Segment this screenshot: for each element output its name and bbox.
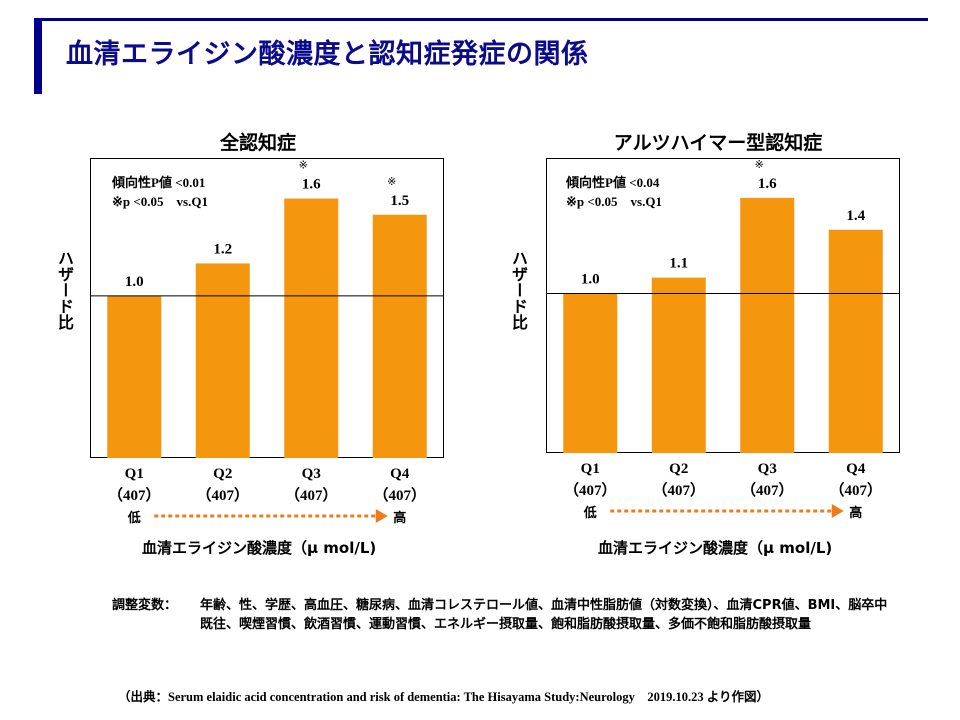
plot-area-right [546,158,900,453]
category-label-left-q2: Q2 [213,466,232,482]
category-count-right-q3: （407） [741,481,794,499]
significance-note-left: ※p <0.05 vs.Q1 [112,194,208,209]
x-axis-label-right: 血清エライジン酸濃度（μ mol/L) [598,539,833,557]
bar-right-q1 [563,293,618,453]
category-label-right-q3: Q3 [758,461,777,477]
value-label-left-q1: 1.0 [125,274,144,290]
value-label-right-q4: 1.4 [846,208,865,224]
chart-title-alzheimer: アルツハイマー型認知症 [613,132,823,154]
bar-left-q2 [195,263,250,458]
category-count-right-q1: （407） [564,481,617,499]
category-count-left-q3: （407） [285,486,338,504]
bar-chart-alzheimer: 1.0 1.1 1.6 ※ 1.4 [546,159,900,453]
value-label-left-q4: 1.5 [390,193,409,209]
bar-right-q3 [740,197,795,453]
high-label-left: 高 [393,510,406,525]
significance-mark-left-q3: ※ [299,160,308,172]
arrow-head-right [831,504,844,518]
high-label-right: 高 [849,505,862,520]
bar-left-q4 [372,214,427,458]
x-axis-categories-right: Q1 （407） Q2 （407） Q3 （407） Q4 （407） 低 高 [564,461,882,520]
category-label-right-q2: Q2 [669,461,688,477]
bar-left-q1 [107,295,162,458]
trend-p-note-right: 傾向性P値 <0.04 [566,175,660,190]
value-label-right-q3: 1.6 [758,176,777,192]
significance-mark-left-q4: ※ [387,176,396,188]
bar-chart-all-dementia: 1.0 1.2 1.6 ※ 1.5 ※ [90,160,444,459]
category-label-right-q4: Q4 [846,461,866,477]
category-label-left-q1: Q1 [125,466,144,482]
bar-right-q4 [828,229,883,453]
value-label-left-q3: 1.6 [302,177,321,193]
category-label-left-q3: Q3 [302,466,321,482]
plot-area-left [90,158,444,458]
title-top-rule [42,18,928,21]
y-axis-label-right: ハザード比 [509,250,528,330]
significance-mark-right-q3: ※ [755,159,764,171]
chart-title-all-dementia: 全認知症 [219,132,296,154]
source-citation: （出典：Serum elaidic acid concentration and… [118,690,770,704]
category-label-left-q4: Q4 [390,466,410,482]
bar-right-q2 [651,277,706,453]
arrow-head-left [375,509,388,523]
value-label-right-q2: 1.1 [669,256,688,272]
title-accent-bar [34,18,42,94]
trend-p-note-left: 傾向性P値 <0.01 [112,175,206,190]
category-count-left-q4: （407） [373,486,426,504]
significance-note-right: ※p <0.05 vs.Q1 [566,194,662,209]
x-axis-categories-left: Q1 （407） Q2 （407） Q3 （407） Q4 （407） 低 高 [108,466,426,525]
category-label-right-q1: Q1 [581,461,600,477]
category-count-right-q2: （407） [652,481,705,499]
category-count-right-q4: （407） [829,481,882,499]
bar-left-q3 [284,198,339,459]
category-count-left-q1: （407） [108,486,161,504]
x-axis-label-left: 血清エライジン酸濃度（μ mol/L) [142,539,377,557]
low-label-left: 低 [127,510,141,525]
page-title: 血清エライジン酸濃度と認知症発症の関係 [66,39,589,70]
value-label-right-q1: 1.0 [581,272,600,288]
value-label-left-q2: 1.2 [213,241,232,257]
adjustment-label: 調整変数： [112,598,178,613]
y-axis-label-left: ハザード比 [55,250,74,330]
category-count-left-q2: （407） [196,486,249,504]
adjustment-text: 年齢、性、学歴、高血圧、糖尿病、血清コレステロール値、血清中性脂肪値（対数変換）… [200,598,888,632]
low-label-right: 低 [583,505,597,520]
